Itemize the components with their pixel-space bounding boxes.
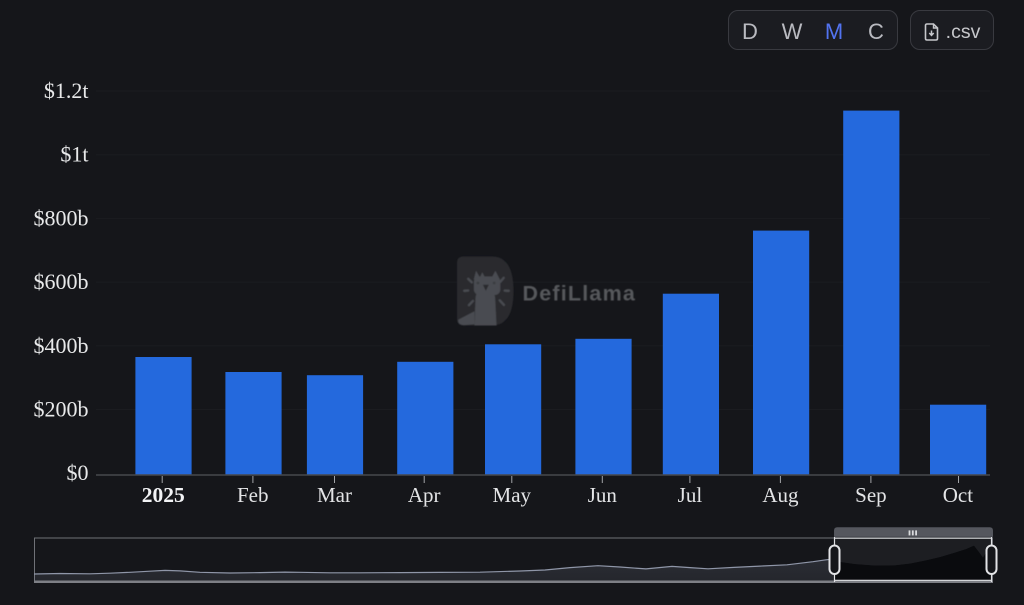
- svg-text:Apr: Apr: [408, 483, 441, 507]
- svg-text:$1t: $1t: [60, 142, 88, 167]
- svg-text:Jun: Jun: [588, 483, 618, 507]
- svg-text:2025: 2025: [142, 483, 185, 507]
- svg-text:$200b: $200b: [34, 397, 89, 422]
- svg-text:Mar: Mar: [317, 483, 352, 507]
- svg-text:DefiLlama: DefiLlama: [523, 282, 637, 306]
- svg-text:$800b: $800b: [34, 205, 89, 230]
- svg-text:Jul: Jul: [678, 483, 703, 507]
- svg-text:Sep: Sep: [855, 483, 887, 507]
- svg-text:$0: $0: [67, 460, 89, 485]
- svg-text:$1.2t: $1.2t: [44, 78, 89, 103]
- svg-text:$400b: $400b: [34, 333, 89, 358]
- svg-text:$600b: $600b: [34, 269, 89, 294]
- svg-text:May: May: [493, 483, 532, 507]
- svg-text:Oct: Oct: [943, 483, 973, 507]
- svg-text:Aug: Aug: [762, 483, 799, 507]
- svg-text:Feb: Feb: [237, 483, 269, 507]
